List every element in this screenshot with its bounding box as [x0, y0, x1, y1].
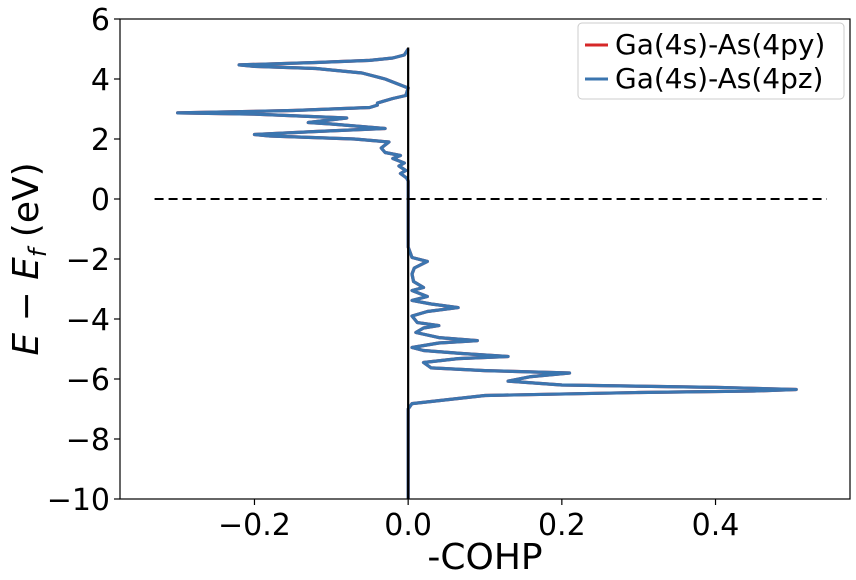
y-tick-label: −2	[66, 243, 110, 278]
y-axis-title: E − Ef (eV)	[6, 162, 52, 355]
y-axis-title-minus: −	[6, 280, 47, 333]
y-tick-label: 4	[91, 63, 110, 98]
y-axis-ticks: −10 −8 −6 −4 −2 0 2 4 6	[47, 3, 120, 518]
y-tick-label: 6	[91, 3, 110, 38]
x-tick-label: 0.0	[384, 508, 432, 543]
legend-label-series-1: Ga(4s)-As(4pz)	[615, 62, 823, 95]
x-axis-title: -COHP	[427, 537, 542, 578]
series-layer	[176, 48, 798, 499]
legend: Ga(4s)-As(4py) Ga(4s)-As(4pz)	[577, 22, 845, 100]
y-tick-label: 2	[91, 123, 110, 158]
y-tick-label: −4	[66, 303, 110, 338]
y-tick-label: −10	[47, 483, 110, 518]
y-tick-label: −8	[66, 423, 110, 458]
x-tick-label: 0.2	[538, 508, 586, 543]
y-tick-label: 0	[91, 183, 110, 218]
y-axis-title-ef: E	[6, 257, 47, 280]
y-axis-title-e: E	[6, 333, 47, 356]
legend-box	[577, 22, 845, 100]
series-line-1	[176, 48, 798, 499]
y-axis-title-unit: (eV)	[6, 162, 47, 248]
x-tick-label: 0.4	[692, 508, 740, 543]
y-tick-label: −6	[66, 363, 110, 398]
x-axis-ticks: −0.2 0.0 0.2 0.4	[218, 499, 739, 543]
x-tick-label: −0.2	[218, 508, 291, 543]
series-line-0	[176, 48, 798, 499]
legend-label-series-0: Ga(4s)-As(4py)	[615, 28, 825, 61]
